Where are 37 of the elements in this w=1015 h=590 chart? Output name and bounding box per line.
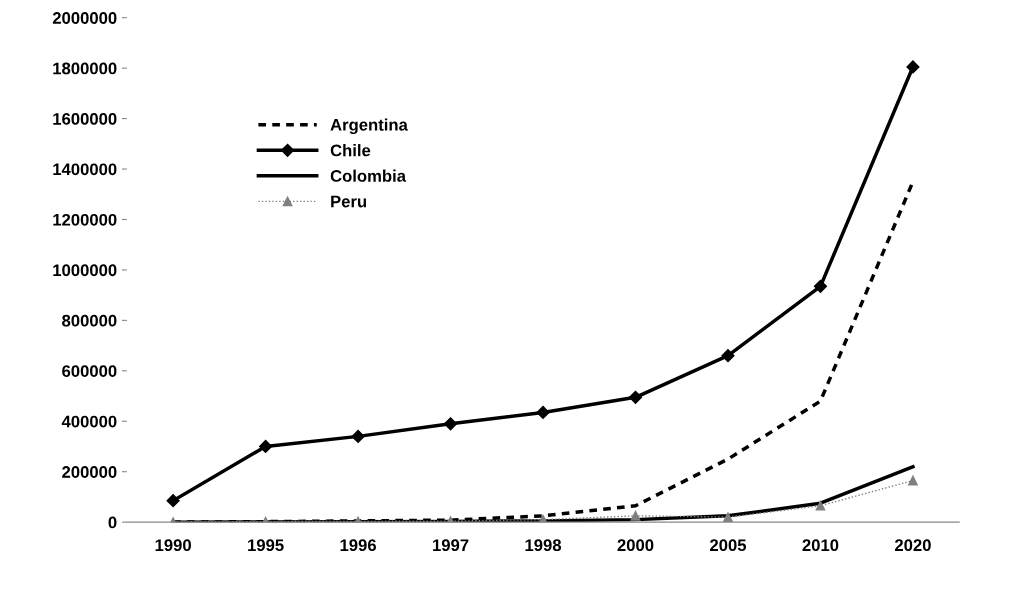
y-tick-label: 1000000 xyxy=(53,264,117,277)
x-tick-label: 1998 xyxy=(525,539,562,552)
y-tick-label: 1600000 xyxy=(53,112,117,125)
y-tick-label: 0 xyxy=(108,516,117,529)
point xyxy=(908,475,918,486)
y-tick-label: 1800000 xyxy=(53,62,117,75)
y-tick-label: 1200000 xyxy=(53,213,117,226)
point xyxy=(630,510,641,521)
point xyxy=(166,494,180,508)
y-tick-label: 400000 xyxy=(61,415,117,428)
y-tick-label: 2000000 xyxy=(52,12,117,24)
x-tick-label: 1997 xyxy=(433,539,469,552)
legend-label: Colombia xyxy=(330,169,407,182)
point xyxy=(628,390,643,404)
y-tick-label: 1400000 xyxy=(53,163,117,176)
x-tick-label: 2010 xyxy=(802,539,839,552)
y-tick-label: 800000 xyxy=(62,314,117,327)
legend-label: Peru xyxy=(331,195,367,208)
x-tick-label: 2000 xyxy=(617,539,654,552)
point xyxy=(813,279,828,293)
x-tick-label: 1990 xyxy=(155,539,191,552)
x-tick-label: 2020 xyxy=(894,539,931,552)
legend-label: Argentina xyxy=(330,118,408,135)
x-tick-label: 2005 xyxy=(710,539,747,552)
x-tick-label: 1995 xyxy=(248,539,284,552)
point xyxy=(815,500,826,511)
point xyxy=(536,405,550,420)
point xyxy=(443,417,458,431)
y-tick-label: 200000 xyxy=(62,466,117,478)
point xyxy=(259,439,273,454)
point xyxy=(723,512,733,522)
point xyxy=(351,429,365,443)
x-tick-label: 1996 xyxy=(340,539,377,552)
y-tick-label: 600000 xyxy=(62,365,117,378)
legend-label: Chile xyxy=(330,144,371,157)
point xyxy=(721,349,735,363)
point xyxy=(906,60,920,74)
